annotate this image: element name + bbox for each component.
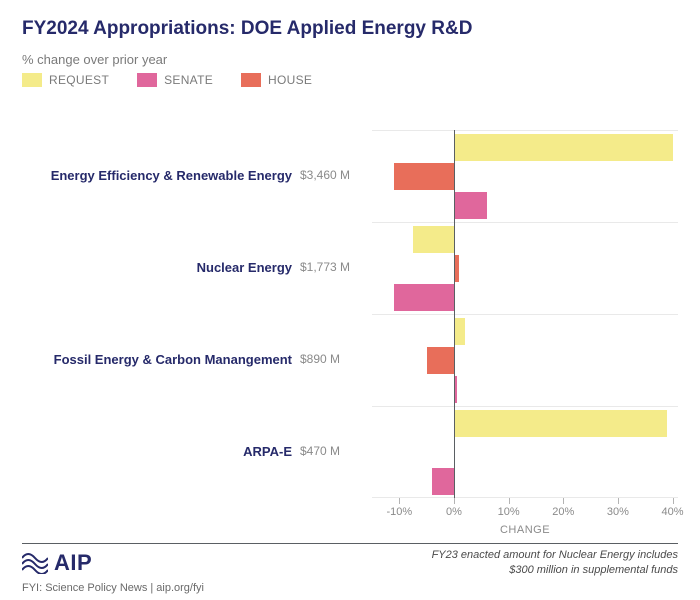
source-line: FYI: Science Policy News | aip.org/fyi — [22, 582, 204, 594]
x-tick — [618, 498, 619, 504]
x-axis: CHANGE -10%0%10%20%30%40% — [372, 498, 678, 538]
category-row: Nuclear Energy $1,773 M — [22, 222, 678, 314]
logo-text: AIP — [54, 550, 92, 576]
bar-request — [454, 134, 673, 161]
x-tick-label: 30% — [607, 506, 629, 518]
bar-house — [394, 163, 454, 190]
legend-item-house: HOUSE — [241, 73, 312, 87]
category-baseline: $470 M — [300, 444, 364, 458]
bar-request — [454, 410, 667, 437]
logo-icon — [22, 552, 48, 574]
x-tick-label: 10% — [498, 506, 520, 518]
category-label: Nuclear Energy — [22, 260, 292, 275]
bars-region — [372, 130, 678, 222]
chart-title: FY2024 Appropriations: DOE Applied Energ… — [0, 0, 700, 40]
x-tick — [399, 498, 400, 504]
category-baseline: $1,773 M — [300, 260, 364, 274]
category-baseline: $890 M — [300, 352, 364, 366]
footnote: FY23 enacted amount for Nuclear Energy i… — [432, 548, 678, 578]
logo: AIP — [22, 550, 92, 576]
bar-senate — [394, 284, 454, 311]
x-tick — [673, 498, 674, 504]
chart-area: Energy Efficiency & Renewable Energy $3,4… — [22, 130, 678, 500]
x-tick-label: 40% — [662, 506, 684, 518]
x-tick-label: 0% — [446, 506, 462, 518]
zero-line — [454, 130, 455, 498]
x-tick-label: -10% — [386, 506, 412, 518]
category-row: Fossil Energy & Carbon Manangement $890 M — [22, 314, 678, 406]
category-row: Energy Efficiency & Renewable Energy $3,4… — [22, 130, 678, 222]
legend-label: REQUEST — [49, 73, 109, 87]
bars-region — [372, 314, 678, 406]
x-tick — [509, 498, 510, 504]
category-label: Fossil Energy & Carbon Manangement — [22, 352, 292, 367]
bar-house — [427, 347, 454, 374]
footnote-line2: $300 million in supplemental funds — [509, 564, 678, 576]
x-axis-title: CHANGE — [500, 524, 550, 536]
x-tick-label: 20% — [552, 506, 574, 518]
legend-label: HOUSE — [268, 73, 312, 87]
legend-item-senate: SENATE — [137, 73, 213, 87]
legend-swatch — [241, 73, 261, 87]
footnote-line1: FY23 enacted amount for Nuclear Energy i… — [432, 549, 678, 561]
category-baseline: $3,460 M — [300, 168, 364, 182]
bars-region — [372, 222, 678, 314]
bars-region — [372, 406, 678, 498]
legend-label: SENATE — [164, 73, 213, 87]
legend-swatch — [137, 73, 157, 87]
chart-subtitle: % change over prior year — [0, 40, 700, 67]
category-label: Energy Efficiency & Renewable Energy — [22, 168, 292, 183]
category-row: ARPA-E $470 M — [22, 406, 678, 498]
footer-divider — [22, 543, 678, 544]
x-tick — [454, 498, 455, 504]
bar-request — [413, 226, 454, 253]
bar-senate — [454, 192, 487, 219]
category-label: ARPA-E — [22, 444, 292, 459]
bar-request — [454, 318, 465, 345]
legend-swatch — [22, 73, 42, 87]
legend: REQUEST SENATE HOUSE — [0, 67, 320, 87]
legend-item-request: REQUEST — [22, 73, 109, 87]
x-tick — [563, 498, 564, 504]
bar-senate — [432, 468, 454, 495]
